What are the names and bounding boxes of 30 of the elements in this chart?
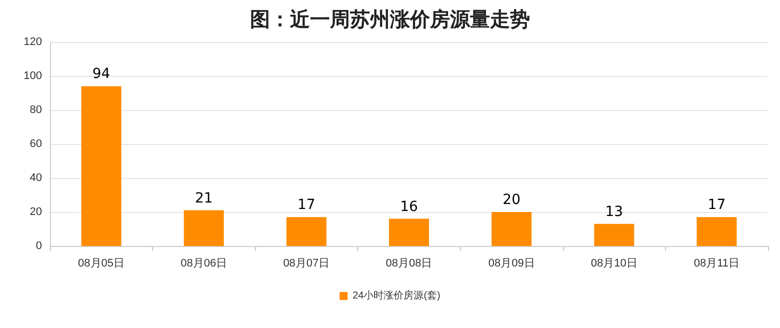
x-tick-label: 08月11日 <box>694 258 740 270</box>
x-tick-label: 08月05日 <box>78 258 125 270</box>
data-label: 94 <box>92 66 110 82</box>
data-label: 17 <box>708 197 726 214</box>
bar <box>81 86 122 246</box>
y-tick-label: 120 <box>24 36 42 48</box>
legend-label: 24小时涨价房源(套) <box>352 290 440 302</box>
bar <box>184 210 224 246</box>
bar <box>696 217 737 246</box>
x-tick-label: 08月10日 <box>590 258 638 270</box>
bar <box>389 218 429 246</box>
x-tick-label: 08月07日 <box>283 258 330 270</box>
data-label: 21 <box>194 190 213 206</box>
data-label: 16 <box>400 198 418 215</box>
chart-title: 图：近一周苏州涨价房源量走势 <box>250 7 530 31</box>
y-tick-label: 20 <box>30 206 42 218</box>
y-tick-label: 40 <box>30 172 42 184</box>
y-tick-label: 100 <box>24 70 42 82</box>
y-tick-label: 80 <box>30 104 42 116</box>
y-tick-label: 0 <box>36 240 42 252</box>
bar <box>286 217 326 246</box>
y-tick-label: 60 <box>30 138 42 150</box>
bar <box>492 212 532 246</box>
data-label: 20 <box>502 192 520 208</box>
data-label: 13 <box>605 204 624 220</box>
x-tick-label: 08月09日 <box>488 258 535 270</box>
data-label: 17 <box>298 197 316 214</box>
x-tick-label: 08月08日 <box>386 258 432 270</box>
x-tick-label: 08月06日 <box>180 258 228 270</box>
bar <box>594 224 634 246</box>
